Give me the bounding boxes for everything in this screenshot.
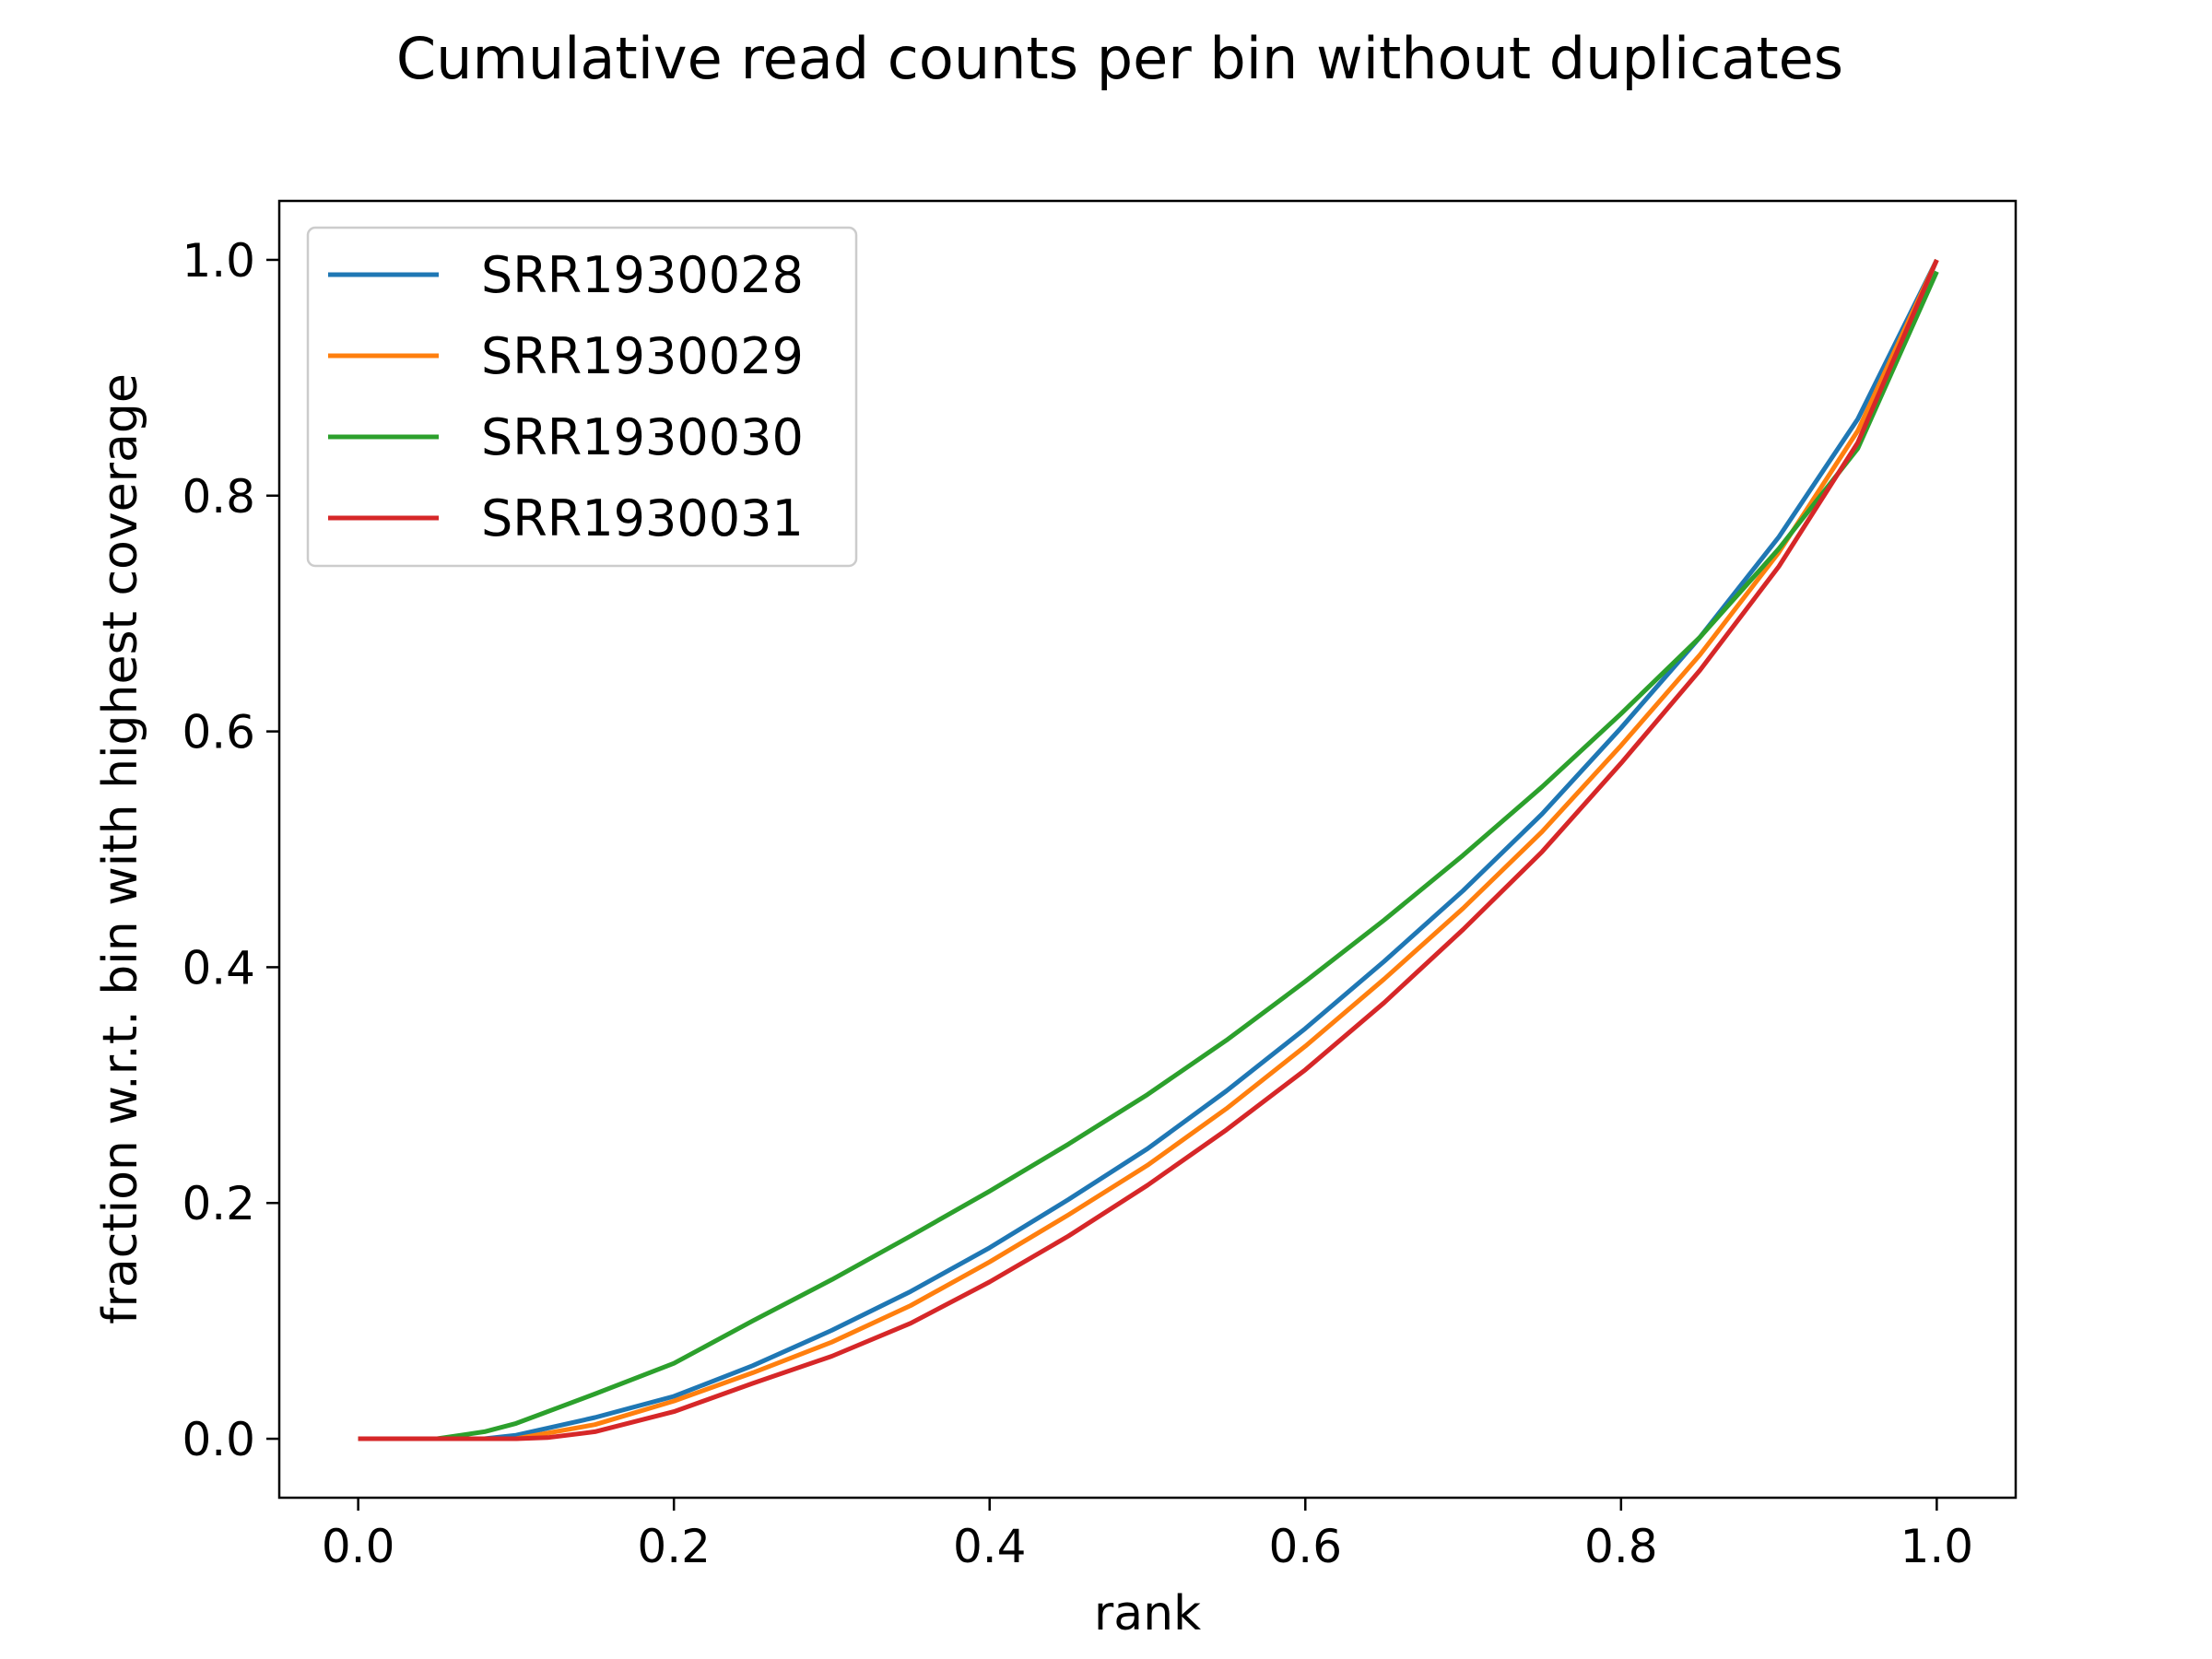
legend-label: SRR1930030: [481, 408, 804, 466]
x-tick-label: 0.0: [322, 1520, 395, 1573]
legend: SRR1930028 SRR1930029 SRR1930030 SRR1930031: [306, 226, 858, 568]
legend-frame: [306, 226, 858, 568]
legend-label: SRR1930031: [481, 489, 804, 547]
legend-label: SRR1930028: [481, 246, 804, 304]
series-line-srr1930028: [358, 258, 1939, 1441]
y-axis: 0.0 0.2 0.4 0.6 0.8 1.0: [182, 234, 279, 1466]
x-tick-label: 0.6: [1269, 1520, 1343, 1573]
y-tick-label: 1.0: [182, 234, 255, 288]
series-line-srr1930031: [358, 259, 1939, 1441]
x-tick-label: 0.2: [637, 1520, 711, 1573]
y-tick-label: 0.0: [182, 1413, 255, 1466]
plot-area: [277, 199, 2018, 1500]
legend-label: SRR1930029: [481, 327, 804, 385]
x-axis-label: rank: [1094, 1586, 1201, 1641]
legend-items: SRR1930028 SRR1930029 SRR1930030 SRR1930031: [328, 246, 804, 547]
series-group: [358, 258, 1939, 1441]
y-tick-label: 0.6: [182, 706, 255, 759]
plot-frame: [277, 199, 2018, 1500]
x-tick-label: 0.4: [953, 1520, 1027, 1573]
y-tick-label: 0.8: [182, 470, 255, 524]
y-axis-label: fraction w.r.t. bin with highest coverag…: [93, 373, 148, 1324]
series-line-srr1930030: [358, 270, 1939, 1441]
y-tick-label: 0.4: [182, 941, 255, 994]
chart-title: Cumulative read counts per bin without d…: [396, 25, 1843, 92]
x-axis: 0.0 0.2 0.4 0.6 0.8 1.0: [322, 1498, 1973, 1573]
y-tick-label: 0.2: [182, 1177, 255, 1230]
x-tick-label: 0.8: [1584, 1520, 1658, 1573]
series-line-srr1930029: [358, 258, 1939, 1441]
x-tick-label: 1.0: [1900, 1520, 1974, 1573]
